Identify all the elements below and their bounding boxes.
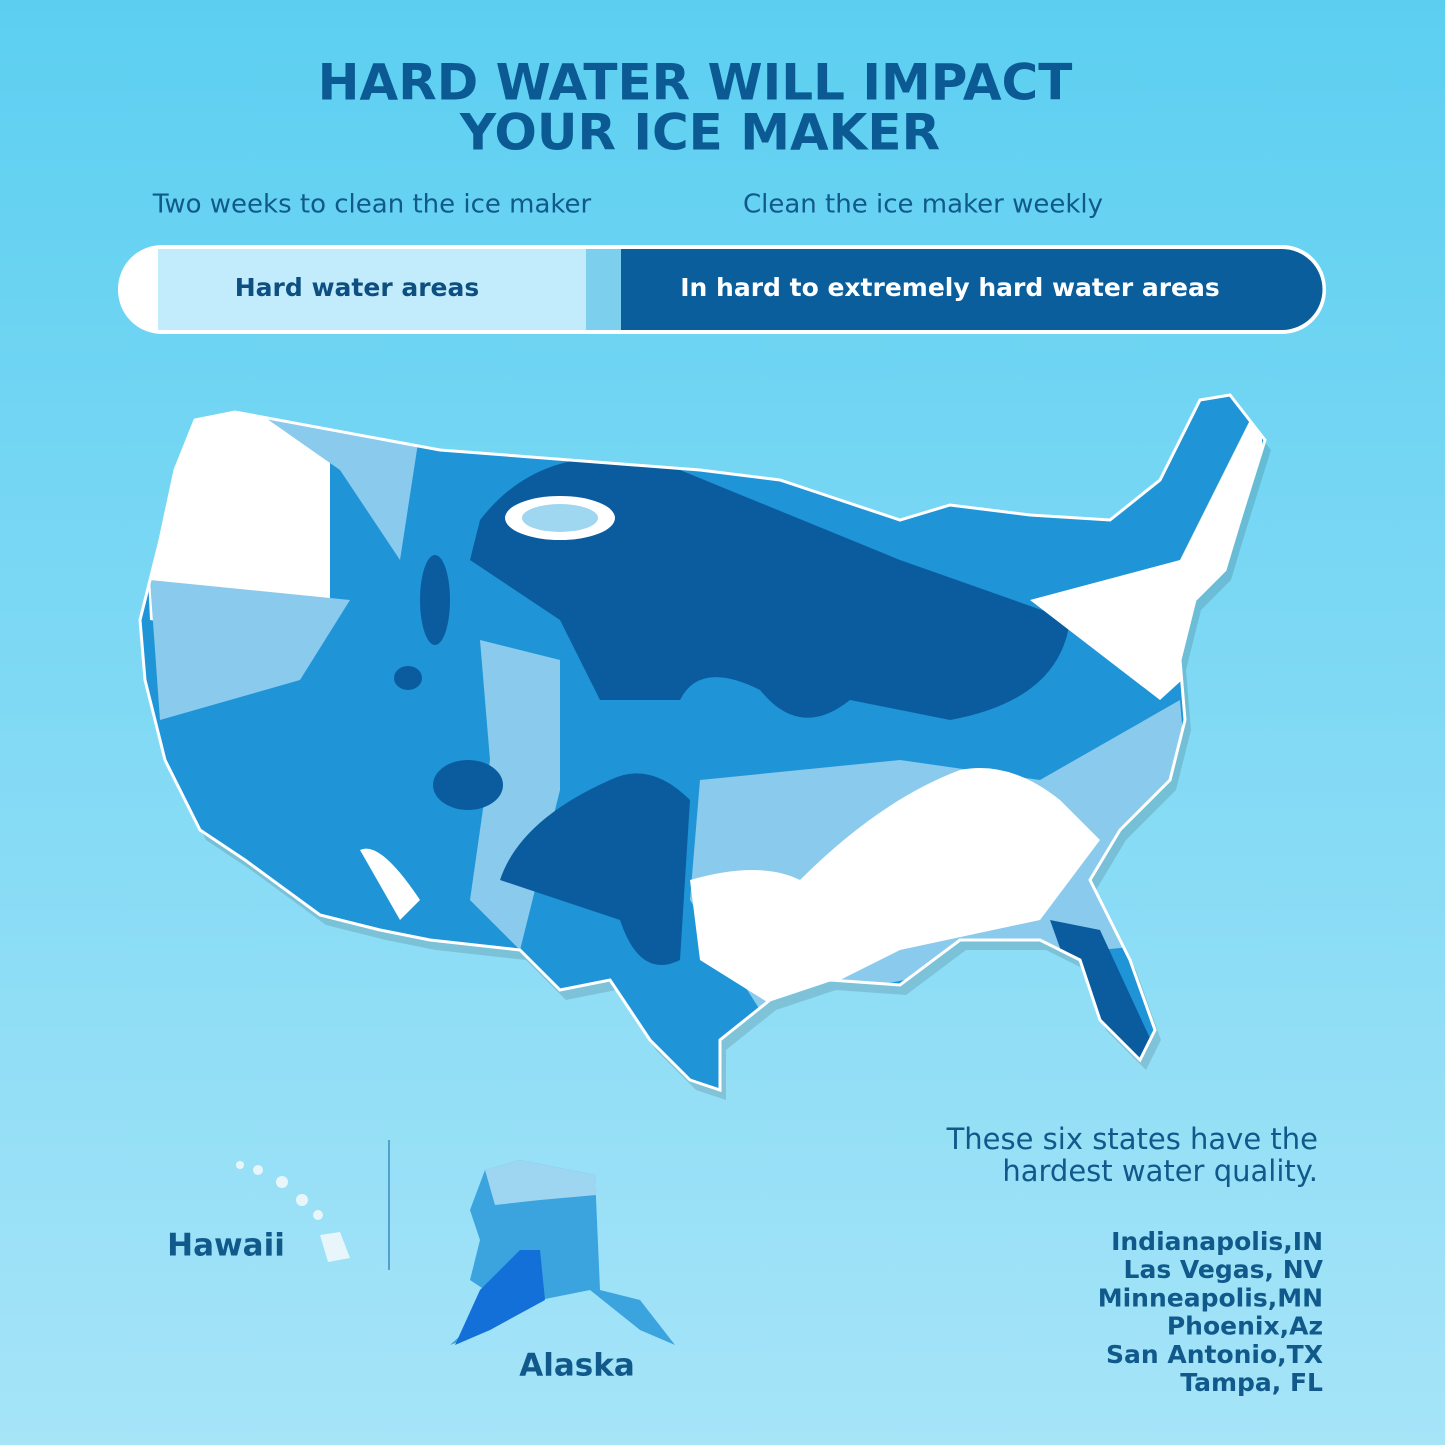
mid-segment bbox=[586, 249, 622, 330]
title-line: HARD WATER WILL IMPACT bbox=[318, 54, 1073, 112]
city: San Antonio,TX bbox=[1106, 1340, 1323, 1369]
hawaii-islands bbox=[236, 1161, 350, 1262]
legend-dark: In hard to extremely hard water areas bbox=[680, 273, 1220, 302]
legend-bar: Hard water areas In hard to extremely ha… bbox=[118, 245, 1326, 334]
note-line: hardest water quality. bbox=[1002, 1154, 1318, 1188]
schedule-right: Clean the ice maker weekly bbox=[743, 190, 1103, 220]
light-segment bbox=[158, 249, 586, 330]
alaska-label: Alaska bbox=[519, 1348, 635, 1384]
city: Tampa, FL bbox=[1180, 1368, 1323, 1397]
dark-segment bbox=[621, 249, 1323, 330]
city: Las Vegas, NV bbox=[1124, 1255, 1324, 1284]
city: Minneapolis,MN bbox=[1098, 1283, 1323, 1312]
hawaii-label: Hawaii bbox=[167, 1228, 285, 1264]
city: Indianapolis,IN bbox=[1111, 1227, 1323, 1256]
alaska-map bbox=[450, 1160, 675, 1345]
schedule-left: Two weeks to clean the ice maker bbox=[152, 190, 592, 220]
title-line: YOUR ICE MAKER bbox=[459, 104, 940, 162]
city: Phoenix,Az bbox=[1167, 1312, 1323, 1341]
legend-light: Hard water areas bbox=[235, 273, 480, 302]
note-line: These six states have the bbox=[946, 1122, 1318, 1156]
